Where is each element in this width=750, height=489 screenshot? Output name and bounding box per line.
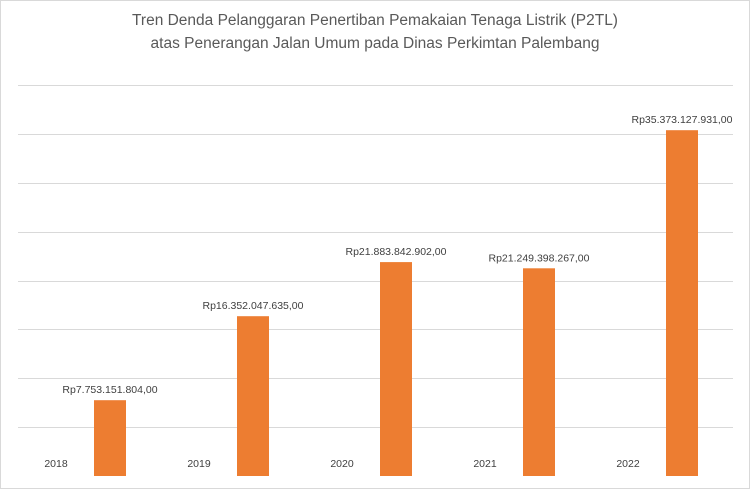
- bar-2018: [94, 400, 126, 476]
- data-label-2021: Rp21.249.398.267,00: [488, 252, 589, 264]
- chart-title: Tren Denda Pelanggaran Penertiban Pemaka…: [0, 9, 750, 55]
- data-label-2022: Rp35.373.127.931,00: [631, 114, 732, 126]
- chart-title-line-2: atas Penerangan Jalan Umum pada Dinas Pe…: [150, 35, 600, 52]
- chart-title-line-1: Tren Denda Pelanggaran Penertiban Pemaka…: [132, 12, 618, 29]
- category-label-2022: 2022: [616, 458, 640, 470]
- data-label-2019: Rp16.352.047.635,00: [202, 300, 303, 312]
- bar-2020: [380, 262, 412, 476]
- data-label-2020: Rp21.883.842.902,00: [345, 246, 446, 258]
- bar-2022: [666, 130, 698, 476]
- category-label-2021: 2021: [473, 458, 497, 470]
- bar-2021: [523, 268, 555, 476]
- bar-2019: [237, 316, 269, 476]
- category-label-2020: 2020: [330, 458, 354, 470]
- category-label-2018: 2018: [44, 458, 68, 470]
- category-label-2019: 2019: [187, 458, 211, 470]
- data-label-2018: Rp7.753.151.804,00: [62, 384, 157, 396]
